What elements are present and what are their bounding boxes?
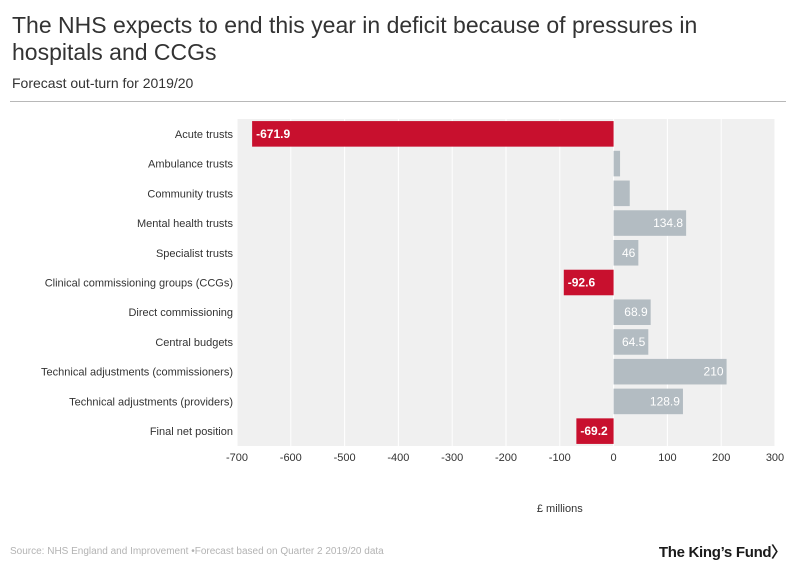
bar-acute-trusts [252,121,614,147]
data-label: -671.9 [256,127,290,141]
data-label: 64.5 [622,335,646,349]
category-label: Specialist trusts [156,248,234,260]
data-label: 210 [704,365,724,379]
category-label: Technical adjustments (commissioners) [41,367,233,379]
data-label: 68.9 [624,305,648,319]
category-label: Mental health trusts [137,218,233,230]
kings-fund-logo[interactable]: The King’s Fund〉 [658,544,786,561]
category-label: Final net position [150,426,233,438]
bar-specialist-trusts [613,239,639,266]
x-tick-label: 100 [658,452,676,464]
x-tick-label: 0 [611,452,617,464]
x-tick-label: -600 [280,452,302,464]
chart-title: The NHS expects to end this year in defi… [12,12,698,65]
forecast-note: Forecast based on Quarter 2 2019/20 data [194,546,384,557]
category-label: Direct commissioning [128,307,233,319]
data-label: 134.8 [653,216,683,230]
bar-technical-adjustments-commissioners [613,358,727,385]
bar-final-net-position [576,418,614,444]
x-tick-label: -400 [387,452,409,464]
bar-mental-health-trusts [613,210,687,236]
data-label: 128.9 [650,394,680,408]
title-divider [10,101,786,102]
bar-community-trusts [613,180,630,207]
bar-clinical-commissioning-groups-ccgs [563,269,614,296]
category-label: Acute trusts [175,129,234,141]
x-tick-label: 300 [766,452,784,464]
bar-direct-commissioning [613,299,651,326]
category-label: Central budgets [155,337,233,349]
x-tick-label: -500 [334,452,356,464]
data-label: 46 [622,246,636,260]
category-label: Clinical commissioning groups (CCGs) [45,278,233,290]
x-tick-label: -200 [495,452,517,464]
x-tick-label: -700 [226,452,248,464]
x-tick-label: -300 [441,452,463,464]
bar-technical-adjustments-providers [613,388,683,415]
bar-chart: -700 -600 -500 -400 -300 -200 -100 0 100 200 300 £ … [41,119,784,515]
category-label: Community trusts [147,188,233,200]
bar-ambulance-trusts [613,150,621,177]
x-tick-label: -100 [549,452,571,464]
x-axis-title: £ millions [537,503,583,515]
data-label: -92.6 [568,276,596,290]
category-label: Ambulance trusts [148,159,233,171]
category-label: Technical adjustments (providers) [69,396,233,408]
x-tick-label: 200 [712,452,730,464]
source-text: Source: NHS England and Improvement [10,546,195,557]
footer-note: Source: NHS England and ImprovementForec… [10,546,384,557]
chart-subtitle: Forecast out-turn for 2019/20 [12,75,194,91]
data-label: -69.2 [580,424,608,438]
bar-central-budgets [613,329,649,355]
